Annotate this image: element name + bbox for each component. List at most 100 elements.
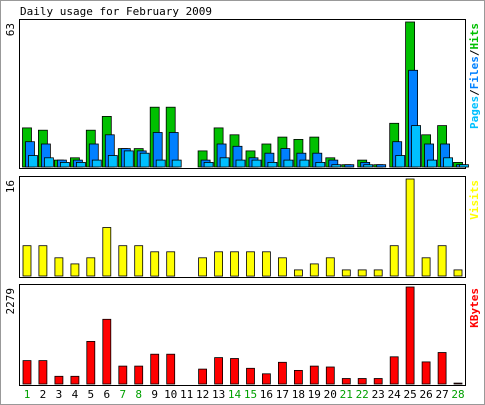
bar-kbytes-day-26 [421, 361, 431, 385]
bar-kbytes-day-12 [198, 368, 208, 385]
bar-visits-day-20 [325, 257, 335, 277]
x-tick-label-1: 1 [24, 388, 31, 401]
x-tick-label-22: 22 [356, 388, 369, 401]
x-tick-label-19: 19 [308, 388, 321, 401]
x-tick-label-21: 21 [340, 388, 353, 401]
bar-pages-day-22 [363, 164, 374, 168]
bar-pages-day-2 [44, 157, 54, 168]
bar-visits-day-2 [38, 245, 48, 277]
bar-pages-day-3 [60, 161, 70, 168]
x-tick-label-26: 26 [419, 388, 432, 401]
x-tick-label-18: 18 [292, 388, 305, 401]
x-tick-label-15: 15 [244, 388, 257, 401]
bar-kbytes-day-27 [437, 352, 447, 385]
legend-separator: / [468, 49, 481, 56]
bar-kbytes-day-6 [102, 318, 112, 385]
bar-kbytes-day-20 [325, 366, 335, 385]
bar-pages-day-6 [107, 155, 118, 168]
bar-visits-day-3 [54, 257, 64, 277]
x-tick-label-8: 8 [135, 388, 142, 401]
bar-pages-day-19 [315, 161, 326, 168]
panel-legend: Visits [468, 180, 481, 220]
bar-pages-day-9 [155, 159, 166, 168]
bar-pages-day-1 [28, 155, 38, 168]
bar-kbytes-day-23 [373, 378, 383, 385]
x-tick-label-9: 9 [151, 388, 158, 401]
bar-visits-day-28 [453, 269, 463, 277]
x-tick-label-17: 17 [276, 388, 289, 401]
bar-pages-day-7 [123, 150, 134, 168]
bar-pages-day-13 [219, 157, 230, 168]
legend-pages: Pages [468, 96, 481, 129]
panel-max-label: 63 [4, 23, 17, 36]
bar-visits-day-1 [22, 245, 32, 277]
bar-visits-day-27 [437, 245, 447, 277]
x-tick-label-23: 23 [372, 388, 385, 401]
bar-visits-day-24 [389, 245, 399, 277]
bar-pages-day-8 [139, 152, 150, 168]
panel-frame [19, 284, 466, 386]
x-tick-label-28: 28 [451, 388, 464, 401]
bar-visits-day-23 [373, 269, 383, 277]
series-visits [22, 178, 463, 277]
x-tick-label-3: 3 [56, 388, 63, 401]
panel-kbytes: 2279 KBytes [4, 284, 481, 386]
bar-kbytes-day-17 [277, 361, 287, 385]
bar-pages-day-27 [443, 157, 454, 168]
x-tick-label-13: 13 [212, 388, 225, 401]
bar-visits-day-18 [293, 269, 303, 277]
bar-kbytes-day-28 [453, 382, 463, 385]
x-tick-label-24: 24 [388, 388, 402, 401]
x-tick-label-5: 5 [87, 388, 94, 401]
bar-pages-day-14 [235, 159, 246, 168]
bar-kbytes-day-1 [22, 360, 32, 385]
x-axis-day-labels: 1 2 3 4 5 6 7 8 9 10 11 12 13 14 15 16 17 18 19 20 21 22 23 24 2… [24, 388, 465, 401]
legend-visits: Visits [468, 180, 481, 220]
bar-visits-day-26 [421, 257, 431, 277]
x-tick-label-10: 10 [164, 388, 177, 401]
bar-files-day-23 [376, 164, 387, 168]
bar-visits-day-9 [150, 251, 160, 277]
bar-kbytes-day-5 [86, 340, 96, 385]
bar-visits-day-6 [102, 227, 112, 277]
series-pages [28, 125, 469, 168]
bar-visits-day-10 [166, 251, 176, 277]
bar-pages-day-26 [427, 159, 438, 168]
bar-pages-day-25 [411, 125, 422, 168]
bar-visits-day-7 [118, 245, 128, 277]
x-tick-label-14: 14 [228, 388, 242, 401]
x-tick-label-27: 27 [435, 388, 448, 401]
bar-kbytes-day-13 [214, 357, 224, 385]
series-kbytes [22, 286, 463, 385]
legend-files: Files [468, 56, 481, 89]
bar-visits-day-15 [246, 251, 255, 277]
bar-pages-day-16 [267, 161, 278, 168]
bar-pages-day-10 [171, 159, 182, 168]
bar-kbytes-day-18 [293, 369, 303, 385]
bar-pages-day-24 [395, 155, 406, 168]
bar-kbytes-day-7 [118, 365, 128, 385]
bar-visits-day-14 [230, 251, 239, 277]
bar-visits-day-8 [134, 245, 144, 277]
bar-kbytes-day-24 [389, 356, 399, 385]
panel-max-label: 16 [4, 180, 17, 193]
bar-visits-day-17 [277, 257, 287, 277]
x-tick-label-2: 2 [40, 388, 47, 401]
bar-kbytes-day-14 [230, 358, 239, 385]
bar-kbytes-day-4 [70, 375, 80, 385]
bar-kbytes-day-25 [405, 286, 415, 385]
bar-visits-day-16 [261, 251, 271, 277]
bar-pages-day-17 [283, 159, 294, 168]
legend-hits: Hits [468, 23, 481, 50]
bar-visits-day-12 [198, 257, 208, 277]
bar-pages-day-4 [76, 161, 86, 168]
bar-kbytes-day-8 [134, 365, 144, 385]
bar-kbytes-day-16 [261, 373, 271, 385]
panel-max-label: 2279 [4, 288, 17, 315]
panel-legend: KBytes [468, 288, 481, 328]
bar-pages-day-12 [203, 161, 214, 168]
panel-frame [19, 176, 466, 278]
